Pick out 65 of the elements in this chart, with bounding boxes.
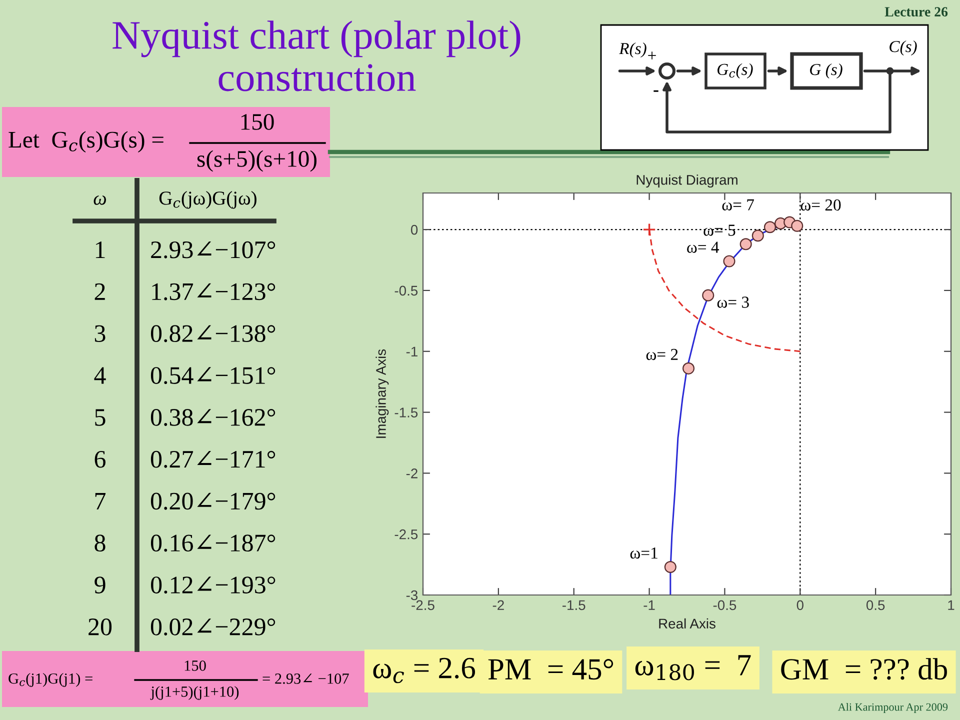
point <box>702 289 714 302</box>
point <box>752 230 764 242</box>
y-tick-label: -1 <box>406 346 418 356</box>
point <box>791 220 804 232</box>
annotation: ω= 2 <box>646 348 678 360</box>
point <box>764 221 776 234</box>
text: 3 0.82∠−138° <box>94 325 276 342</box>
text: G$_{c}$(jω)G(jω) <box>159 191 256 209</box>
text: Lecture 26 <box>884 7 948 17</box>
x-tick-label: 0 <box>796 600 804 610</box>
x-tick-label: -1 <box>644 600 655 610</box>
text: G$_{c}$(j1)G(j1) = <box>8 672 92 687</box>
point <box>682 362 695 374</box>
text: C(s) <box>890 40 917 56</box>
point <box>723 255 736 268</box>
y-tick-label: 0 <box>410 224 418 235</box>
text: ω <box>94 196 106 205</box>
text: 7 0.20∠−179° <box>95 492 276 510</box>
text: ω$_{180}$ = 7 <box>635 655 751 680</box>
text: 2 1.37∠−123° <box>94 283 276 300</box>
text: G$_{c}$(s) <box>718 63 753 78</box>
text: j(j1+5)(j1+10) <box>150 686 239 700</box>
x-axis-title: Real Axis <box>659 618 716 629</box>
text: 150 <box>241 114 274 130</box>
text: GM = ??? db <box>781 658 947 680</box>
annotation: ω= 7 <box>722 199 754 210</box>
text: - <box>654 90 658 92</box>
text: Nyquist chart (polar plot) construction <box>112 20 520 92</box>
y-tick-label: -1.5 <box>394 408 418 418</box>
text: G (s) <box>810 63 842 79</box>
text: ω$_{c}$ = 2.6 <box>373 658 476 684</box>
text: = 2.93∠ −107 <box>262 674 349 684</box>
x-tick-label: 0.5 <box>866 600 885 610</box>
point <box>740 238 752 250</box>
chart-title: Nyquist Diagram <box>636 174 738 188</box>
x-tick-label: 1 <box>948 600 954 610</box>
text: 9 0.12∠−193° <box>94 576 276 594</box>
annotation: ω= 20 <box>800 199 841 211</box>
text: s(s+5)(s+10) <box>197 150 316 172</box>
point <box>664 560 676 574</box>
annotation: ω= 4 <box>687 242 720 253</box>
annotation: ω= 5 <box>704 224 736 236</box>
y-axis-title: Imaginary Axis <box>376 349 389 438</box>
text: 150 <box>184 660 206 671</box>
text: 20 0.02∠−229° <box>88 618 276 636</box>
text: + <box>648 52 656 60</box>
x-tick-label: -1.5 <box>562 600 586 610</box>
text: 5 0.38∠−162° <box>95 408 276 426</box>
text: 6 0.27∠−171° <box>94 450 276 468</box>
text: 1 2.93∠−107° <box>96 241 276 258</box>
text: 8 0.16∠−187° <box>94 534 276 552</box>
y-tick-label: -0.5 <box>394 286 418 296</box>
point <box>642 222 656 236</box>
y-tick-label: -3 <box>406 590 418 600</box>
annotation: ω=1 <box>630 547 658 559</box>
text: Let G$_{c}$(s)G(s) = <box>8 131 164 153</box>
x-tick-label: -2 <box>492 600 504 610</box>
text: PM = 45° <box>488 659 614 680</box>
text: 4 0.54∠−151° <box>94 367 276 384</box>
text: R(s) <box>619 42 646 58</box>
x-tick-label: -0.5 <box>713 600 736 610</box>
y-tick-label: -2 <box>406 468 418 478</box>
annotation: ω= 3 <box>717 296 749 308</box>
y-tick-label: -2.5 <box>394 529 418 540</box>
text: Ali Karimpour Apr 2009 <box>838 702 948 714</box>
